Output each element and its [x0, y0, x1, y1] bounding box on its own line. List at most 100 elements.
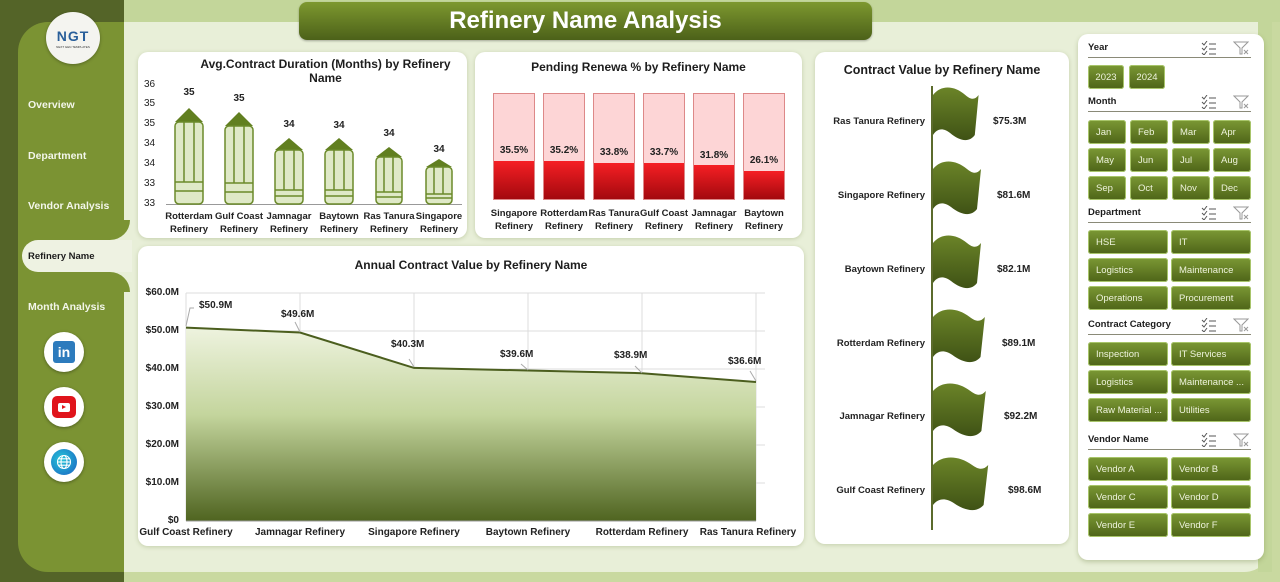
y-tick: 35 [144, 98, 156, 109]
slicer-month-sep[interactable]: Sep [1088, 176, 1126, 200]
multi-select-icon[interactable] [1201, 95, 1217, 109]
chart-title: Pending Renewa % by Refinery Name [531, 60, 746, 74]
website-button[interactable] [44, 442, 84, 482]
area-plot [185, 292, 765, 522]
data-label: 33.7% [649, 147, 679, 158]
slicer-department-it[interactable]: IT [1171, 230, 1251, 254]
clear-filter-icon[interactable] [1233, 206, 1249, 220]
slicer-month-aug[interactable]: Aug [1213, 148, 1251, 172]
clear-filter-icon[interactable] [1233, 318, 1249, 332]
multi-select-icon[interactable] [1201, 206, 1217, 220]
slicer-year-2024[interactable]: 2024 [1129, 65, 1165, 89]
slicer-category-raw-material[interactable]: Raw Material ... [1088, 398, 1168, 422]
data-label: 35.2% [549, 145, 579, 156]
data-label: 31.8% [699, 150, 729, 161]
sidebar-item-vendor-analysis[interactable]: Vendor Analysis [28, 200, 110, 212]
slicer-month-feb[interactable]: Feb [1130, 120, 1168, 144]
page-title: Refinery Name Analysis [449, 7, 722, 34]
sidebar-item-department[interactable]: Department [28, 150, 87, 162]
x-label: Singapore Refinery [415, 211, 463, 235]
clear-filter-icon[interactable] [1233, 433, 1249, 447]
globe-icon [51, 449, 77, 475]
multi-select-icon[interactable] [1201, 41, 1217, 55]
avg-contract-duration-chart: Avg.Contract Duration (Months) by Refine… [138, 52, 467, 238]
slicer-title: Year [1088, 42, 1109, 53]
clear-filter-icon[interactable] [1233, 41, 1249, 55]
y-label: Gulf Coast Refinery [836, 485, 925, 496]
slicer-month-may[interactable]: May [1088, 148, 1126, 172]
y-tick: 33 [144, 198, 156, 209]
sidebar-item-overview[interactable]: Overview [28, 99, 75, 111]
slicer-month-apr[interactable]: Apr [1213, 120, 1251, 144]
slicer-department-hse[interactable]: HSE [1088, 230, 1168, 254]
youtube-button[interactable] [44, 387, 84, 427]
slicer-category-utilities[interactable]: Utilities [1171, 398, 1251, 422]
slicer-category-maintenance[interactable]: Maintenance ... [1171, 370, 1251, 394]
progress-bar: 31.8% [693, 93, 735, 200]
x-axis [166, 204, 462, 205]
y-tick: 36 [144, 79, 156, 90]
linkedin-button[interactable]: in [44, 332, 84, 372]
slicer-title: Contract Category [1088, 319, 1171, 330]
x-label: Ras Tanura Refinery [588, 208, 640, 232]
slicer-department-procurement[interactable]: Procurement [1171, 286, 1251, 310]
y-tick: 35 [144, 118, 156, 129]
slicer-month-nov[interactable]: Nov [1172, 176, 1210, 200]
slicer-category-logistics[interactable]: Logistics [1088, 370, 1168, 394]
slicer-month-jan[interactable]: Jan [1088, 120, 1126, 144]
data-label: $36.6M [728, 356, 762, 367]
slicer-header-vendor-name: Vendor Name [1088, 432, 1251, 450]
slicer-category-it-services[interactable]: IT Services [1171, 342, 1251, 366]
slicer-month-jun[interactable]: Jun [1130, 148, 1168, 172]
slicer-month-jul[interactable]: Jul [1172, 148, 1210, 172]
slicer-year-2023[interactable]: 2023 [1088, 65, 1124, 89]
data-label: $40.3M [391, 339, 425, 350]
x-label: Jamnagar Refinery [266, 211, 312, 235]
ngt-logo: NGT NEXT GEN TEMPLATES [46, 12, 100, 64]
logo-text: NGT [56, 27, 90, 44]
data-label: $75.3M [993, 116, 1027, 127]
slicer-title: Department [1088, 207, 1141, 218]
x-label: Baytown Refinery [319, 211, 359, 235]
slicer-month-dec[interactable]: Dec [1213, 176, 1251, 200]
slicer-category-inspection[interactable]: Inspection [1088, 342, 1168, 366]
sidebar-notch [110, 272, 130, 292]
chart-title: Avg.Contract Duration (Months) by Refine… [200, 57, 451, 85]
sidebar-item-refinery-name[interactable]: Refinery Name [28, 251, 95, 262]
slicer-month-oct[interactable]: Oct [1130, 176, 1168, 200]
progress-bar: 35.5% [493, 93, 535, 200]
sidebar-item-month-analysis[interactable]: Month Analysis [28, 301, 106, 313]
slicer-panel: Year 2023 2024 Month Jan Feb Mar Apr May… [1078, 34, 1264, 560]
data-label: $50.9M [199, 300, 233, 311]
slicer-month-mar[interactable]: Mar [1172, 120, 1210, 144]
data-label: 35.5% [499, 145, 529, 156]
x-label: Gulf Coast Refinery [139, 527, 233, 538]
data-label: 33.8% [599, 147, 629, 158]
multi-select-icon[interactable] [1201, 318, 1217, 332]
y-label: Singapore Refinery [837, 190, 925, 201]
slicer-vendor-b[interactable]: Vendor B [1171, 457, 1251, 481]
slicer-department-operations[interactable]: Operations [1088, 286, 1168, 310]
y-tick: $0 [167, 515, 179, 526]
slicer-vendor-f[interactable]: Vendor F [1171, 513, 1251, 537]
y-tick: 34 [144, 158, 156, 169]
slicer-vendor-e[interactable]: Vendor E [1088, 513, 1168, 537]
data-label: 26.1% [749, 155, 779, 166]
slicer-vendor-c[interactable]: Vendor C [1088, 485, 1168, 509]
progress-bar: 33.8% [593, 93, 635, 200]
y-tick: $20.0M [145, 439, 179, 450]
progress-bar: 35.2% [543, 93, 585, 200]
data-label: $38.9M [614, 350, 648, 361]
slicer-vendor-a[interactable]: Vendor A [1088, 457, 1168, 481]
y-tick: $30.0M [145, 401, 179, 412]
slicer-vendor-d[interactable]: Vendor D [1171, 485, 1251, 509]
pencil-bar [274, 138, 304, 205]
slicer-department-maintenance[interactable]: Maintenance [1171, 258, 1251, 282]
slicer-department-logistics[interactable]: Logistics [1088, 258, 1168, 282]
slicer-header-month: Month [1088, 94, 1251, 112]
pencil-bar [324, 138, 354, 205]
multi-select-icon[interactable] [1201, 433, 1217, 447]
clear-filter-icon[interactable] [1233, 95, 1249, 109]
data-label: $39.6M [500, 349, 534, 360]
sidebar-notch [110, 220, 130, 240]
